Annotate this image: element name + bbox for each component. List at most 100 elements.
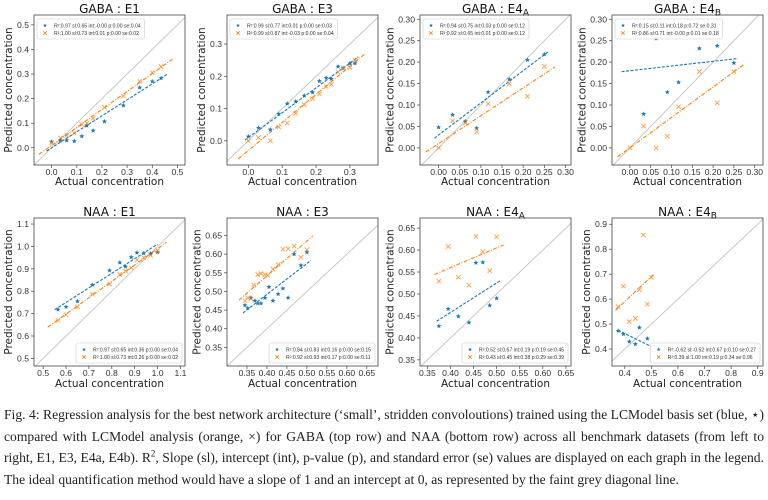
- x-mark-stroke: [347, 65, 353, 71]
- x-tick-label: 0.10: [663, 167, 680, 177]
- network-point: [293, 98, 299, 104]
- lcmodel-point: [485, 101, 491, 107]
- network-point: [55, 306, 61, 312]
- x-mark-stroke: [648, 274, 654, 280]
- lcmodel-point: [506, 81, 512, 87]
- lcmodel-point: [474, 129, 480, 135]
- x-mark-stroke: [158, 64, 164, 70]
- legend-box: [36, 18, 145, 40]
- lcmodel-fit-line: [237, 53, 366, 160]
- x-mark-stroke: [615, 304, 621, 310]
- network-point: [487, 302, 493, 308]
- subplot-title: NAA : E1: [83, 205, 136, 219]
- lcmodel-point: [74, 304, 80, 310]
- lcmodel-point: [117, 271, 123, 277]
- y-tick-label: 0.55: [398, 267, 415, 277]
- legend-box: [614, 18, 723, 40]
- legend-star-icon: [468, 347, 472, 352]
- legend-x-icon: [275, 355, 280, 359]
- identity-line: [227, 224, 378, 366]
- x-tick-label: 0.7: [83, 368, 95, 378]
- y-tick-label: 0.15: [590, 79, 607, 89]
- x-mark-stroke: [468, 355, 473, 359]
- y-tick-label: 0.0: [210, 136, 222, 146]
- network-point: [714, 43, 720, 48]
- lcmodel-point: [64, 132, 70, 139]
- x-tick-label: 0.7: [699, 368, 711, 378]
- network-point: [301, 93, 307, 98]
- x-mark-stroke: [323, 84, 329, 90]
- network-point: [436, 124, 442, 130]
- subplot-gaba-e4b: 0.00 0.05 0.10 0.15 0.20 0.25 0.300.000.050.10…: [576, 2, 764, 188]
- y-tick-label: 0.10: [590, 100, 607, 110]
- network-point: [128, 254, 134, 260]
- legend-star-icon: [275, 347, 279, 352]
- lcmodel-point: [79, 121, 85, 127]
- network-point: [63, 304, 69, 309]
- lcmodel-point: [487, 268, 493, 274]
- x-mark-stroke: [298, 254, 304, 260]
- network-point: [436, 323, 442, 329]
- lcmodel-fit-line: [617, 63, 745, 158]
- lcmodel-point: [640, 232, 646, 238]
- x-tick-label: 0.0: [242, 167, 254, 177]
- y-tick-label: 0.0: [17, 143, 29, 153]
- x-tick-label: 0.0: [46, 167, 58, 177]
- legend-entry: R²:1.00 sl:0.73 int:0.26 p:0.00 se:0.02: [93, 355, 178, 361]
- network-point: [245, 134, 251, 139]
- network-point: [57, 137, 63, 143]
- x-mark-stroke: [117, 271, 123, 277]
- lcmodel-point: [90, 115, 96, 121]
- x-mark-stroke: [445, 244, 451, 250]
- y-tick-label: 0.45: [398, 311, 415, 321]
- identity-line: [420, 222, 571, 366]
- legend-x-icon: [621, 31, 625, 35]
- network-fit-line: [436, 279, 502, 322]
- x-mark-stroke: [101, 104, 107, 110]
- x-mark-stroke: [636, 287, 642, 293]
- lcmodel-point: [347, 65, 353, 71]
- y-tick-label: 0.9: [17, 264, 29, 274]
- lcmodel-point: [248, 296, 254, 302]
- network-point: [262, 295, 268, 300]
- lcmodel-point: [632, 315, 638, 321]
- title-subscript: B: [711, 212, 717, 222]
- network-point: [120, 102, 126, 108]
- lcmodel-point: [323, 84, 329, 90]
- plot-area: [227, 224, 378, 366]
- x-mark-stroke: [627, 145, 633, 151]
- network-point: [644, 335, 650, 341]
- x-mark-stroke: [316, 91, 322, 97]
- x-tick-label: 0.45: [279, 368, 296, 378]
- x-tick-label: 0.9: [129, 368, 141, 378]
- axes-frame: [419, 217, 572, 367]
- lcmodel-point: [480, 249, 486, 255]
- y-tick-label: 0.20: [590, 57, 607, 67]
- x-mark-stroke: [276, 124, 282, 130]
- x-mark-stroke: [248, 296, 254, 302]
- subplot-title: GABA : E4B: [654, 2, 721, 19]
- network-point: [291, 251, 297, 257]
- lcmodel-point: [270, 266, 276, 272]
- x-mark-stroke: [487, 268, 493, 274]
- x-tick-label: 0.9: [752, 368, 764, 378]
- network-point: [275, 291, 281, 297]
- network-point: [473, 260, 479, 265]
- network-point: [626, 338, 632, 344]
- lcmodel-point: [494, 234, 500, 240]
- network-fit-line: [242, 259, 312, 314]
- legend-entry: R²:1.00 sl:0.73 int:0.01 p:0.00 se:0.02: [54, 31, 139, 37]
- x-mark-stroke: [696, 69, 702, 75]
- x-tick-label: 0.3: [121, 167, 133, 177]
- x-tick-label: 0.20: [705, 167, 722, 177]
- network-point: [664, 89, 670, 95]
- y-tick-label: 0.2: [210, 71, 222, 81]
- x-mark-stroke: [429, 31, 433, 35]
- x-tick-label: 1.0: [152, 368, 164, 378]
- y-tick-label: 0.35: [398, 355, 415, 365]
- legend-x-icon: [429, 31, 433, 35]
- lcmodel-point: [84, 120, 90, 126]
- y-tick-label: 0.60: [205, 249, 222, 259]
- x-tick-label: 0.45: [465, 368, 482, 378]
- x-mark-stroke: [284, 120, 290, 126]
